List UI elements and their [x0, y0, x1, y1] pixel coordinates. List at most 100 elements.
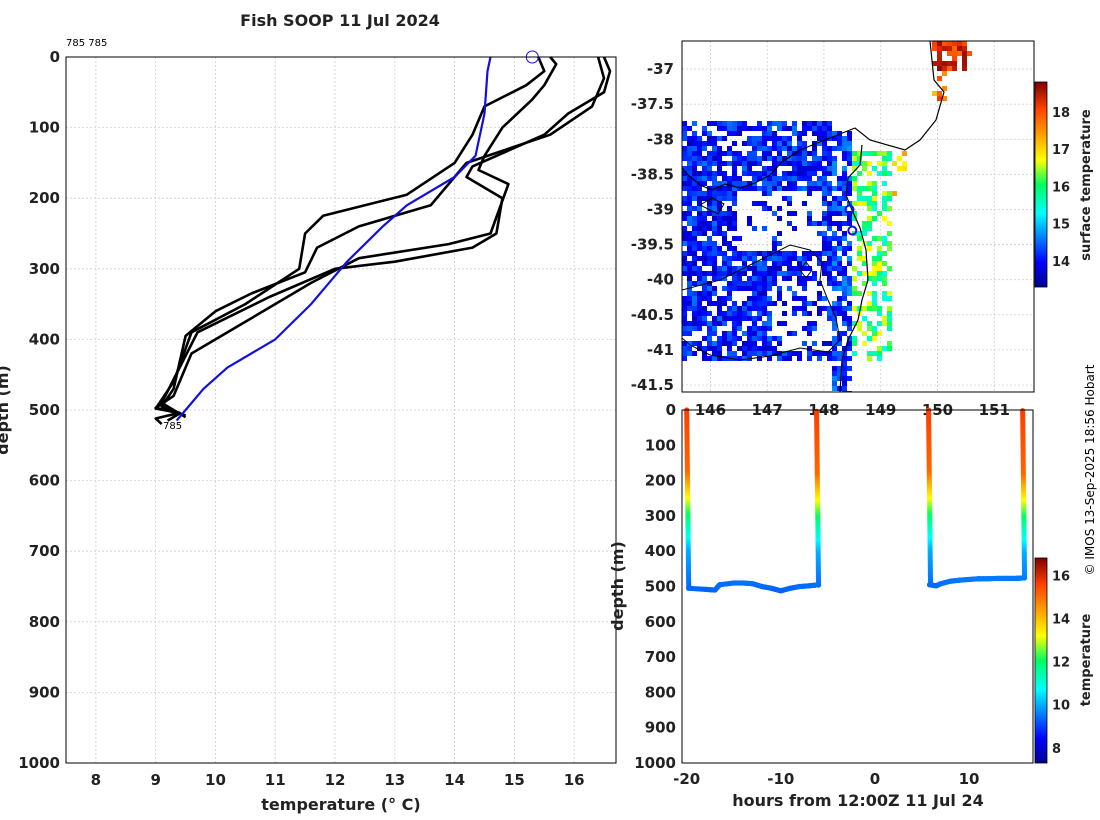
sst-cell — [737, 306, 742, 311]
sst-cell — [767, 166, 772, 171]
sst-cell — [882, 171, 887, 176]
sst-cell — [882, 236, 887, 241]
sst-cell — [822, 186, 827, 191]
sst-cell — [892, 161, 897, 166]
sst-cell — [682, 331, 687, 336]
sst-cell — [817, 291, 822, 296]
sst-cell — [867, 171, 872, 176]
sst-cell — [777, 161, 782, 166]
sst-cell — [837, 221, 842, 226]
profile-ytick-1000: 1000 — [18, 754, 60, 772]
sst-cell — [712, 286, 717, 291]
sst-cell — [772, 276, 777, 281]
sst-cell — [872, 301, 877, 306]
sst-cell — [702, 221, 707, 226]
sst-cell — [887, 346, 892, 351]
sst-cell — [787, 181, 792, 186]
sst-cell — [717, 186, 722, 191]
sst-cell — [782, 351, 787, 356]
section-xtick--10: -10 — [767, 770, 794, 788]
sst-cell — [862, 226, 867, 231]
sst-cell — [887, 191, 892, 196]
map-ytick--37: -37 — [647, 60, 674, 78]
sst-cell — [687, 156, 692, 161]
sst-cell — [757, 251, 762, 256]
sst-cell — [847, 221, 852, 226]
sst-cell — [747, 266, 752, 271]
profile-ytick-500: 500 — [29, 401, 60, 419]
sst-cell — [947, 46, 952, 51]
sst-cell — [827, 216, 832, 221]
sst-cell — [792, 161, 797, 166]
sst-cell — [687, 141, 692, 146]
section-ytick-0: 0 — [666, 401, 676, 419]
map-ytick--38: -38 — [647, 130, 674, 148]
sst-cell — [732, 351, 737, 356]
sst-cell — [707, 221, 712, 226]
sst-cell — [712, 341, 717, 346]
sst-cell — [752, 226, 757, 231]
sst-cell — [857, 231, 862, 236]
section-ytick-300: 300 — [645, 507, 676, 525]
sst-cell — [827, 311, 832, 316]
sst-cell — [717, 341, 722, 346]
sst-cell — [862, 151, 867, 156]
sst-cell — [822, 351, 827, 356]
sst-cell — [837, 256, 842, 261]
profile-ytick-700: 700 — [29, 542, 60, 560]
sst-cell — [712, 161, 717, 166]
sst-cell — [702, 251, 707, 256]
copyright-note: © IMOS 13-Sep-2025 18:56 Hobart — [1083, 364, 1097, 575]
sst-cell — [832, 366, 837, 371]
sst-cell — [797, 176, 802, 181]
sst-cell — [777, 286, 782, 291]
sst-cell — [682, 271, 687, 276]
sst-cell — [887, 306, 892, 311]
sst-cell — [712, 226, 717, 231]
sst-cell — [847, 376, 852, 381]
sst-cell — [737, 126, 742, 131]
sst-cell — [722, 311, 727, 316]
sst-cell — [842, 251, 847, 256]
sst-cell — [827, 191, 832, 196]
sst-cell — [692, 351, 697, 356]
sst-cell — [822, 181, 827, 186]
sst-cell — [747, 216, 752, 221]
sst-cell — [767, 341, 772, 346]
sst-cell — [852, 201, 857, 206]
sst-cell — [747, 126, 752, 131]
sst-cell — [712, 221, 717, 226]
sst-cell — [687, 206, 692, 211]
sst-cell — [842, 381, 847, 386]
sst-cell — [702, 281, 707, 286]
sst-cell — [827, 166, 832, 171]
sst-cell — [732, 196, 737, 201]
sst-cell — [752, 306, 757, 311]
track-point-1 — [847, 225, 858, 236]
sst-cell — [687, 221, 692, 226]
sst-cell — [747, 286, 752, 291]
sst-cell — [742, 161, 747, 166]
sst-cell — [697, 271, 702, 276]
sst-cell — [937, 56, 942, 61]
sst-cell — [782, 121, 787, 126]
sst-cell — [957, 46, 962, 51]
sst-cell — [752, 326, 757, 331]
sst-cell — [882, 196, 887, 201]
sst-cell — [762, 126, 767, 131]
sst-cell — [822, 136, 827, 141]
sst-cell — [762, 351, 767, 356]
sst-cell — [702, 296, 707, 301]
sst-cell — [692, 151, 697, 156]
sst-cell — [742, 121, 747, 126]
sst-cell — [732, 186, 737, 191]
sst-cell — [767, 276, 772, 281]
sst-cell — [862, 221, 867, 226]
sst-cell — [792, 171, 797, 176]
sst-cell — [707, 321, 712, 326]
sst-cell — [837, 281, 842, 286]
sst-cell — [692, 166, 697, 171]
sst-cell — [702, 241, 707, 246]
sst-cell — [722, 211, 727, 216]
sst-cell — [937, 96, 942, 101]
